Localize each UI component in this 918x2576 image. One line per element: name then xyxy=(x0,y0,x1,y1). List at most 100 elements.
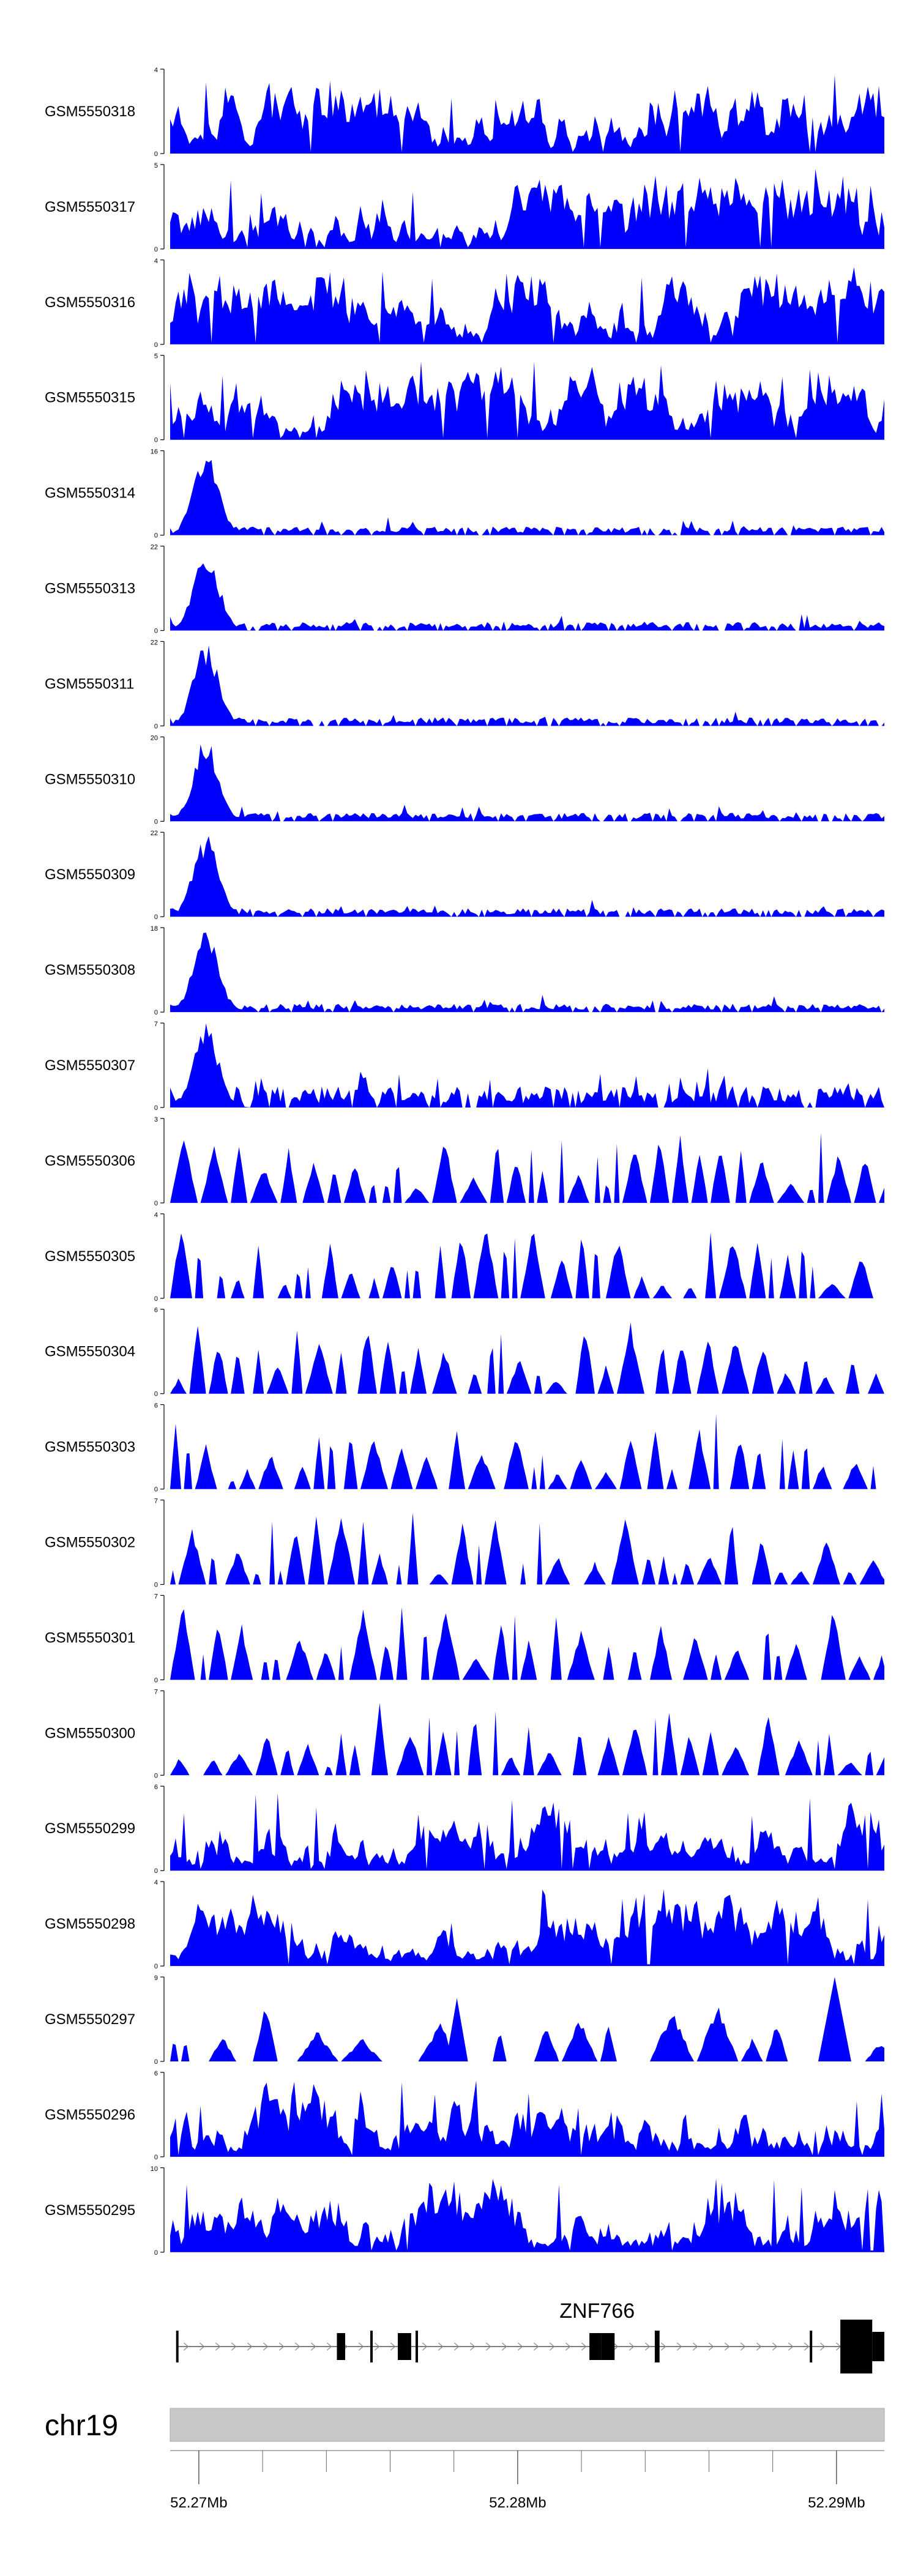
coverage-area xyxy=(170,169,884,249)
track-label: GSM5550313 xyxy=(45,581,135,597)
strand-chevron xyxy=(645,2342,651,2351)
strand-chevron xyxy=(661,2342,666,2351)
y-tick-label-max: 4 xyxy=(154,258,158,265)
strand-chevron xyxy=(629,2342,635,2351)
coverage-area xyxy=(170,645,884,726)
y-tick-label-max: 4 xyxy=(154,1879,158,1886)
y-tick-label-min: 0 xyxy=(154,1582,158,1589)
track-label: GSM5550318 xyxy=(45,103,135,120)
y-tick-label-min: 0 xyxy=(154,1963,158,1970)
y-tick-label-max: 20 xyxy=(151,734,158,742)
strand-chevron xyxy=(311,2342,316,2351)
strand-chevron xyxy=(279,2342,285,2351)
track-label: GSM5550297 xyxy=(45,2011,135,2028)
strand-chevron xyxy=(263,2342,269,2351)
y-tick-label-max: 18 xyxy=(151,925,158,932)
gene-exon xyxy=(872,2332,884,2361)
y-tick-label-min: 0 xyxy=(154,1295,158,1303)
coverage-area xyxy=(170,836,884,917)
coverage-area xyxy=(170,1322,884,1394)
gene-exon xyxy=(840,2320,873,2373)
track-gsm5550315: GSM5550315 5 0 xyxy=(45,353,884,444)
coverage-area xyxy=(170,1889,884,1967)
track-label: GSM5550304 xyxy=(45,1344,135,1360)
track-label: GSM5550308 xyxy=(45,962,135,978)
track-gsm5550300: GSM5550300 7 0 xyxy=(45,1688,884,1779)
y-tick-label-min: 0 xyxy=(154,151,158,158)
track-label: GSM5550316 xyxy=(45,294,135,311)
y-tick-label-max: 5 xyxy=(154,353,158,360)
coordinate-label: 52.28Mb xyxy=(489,2495,546,2511)
track-gsm5550307: GSM5550307 7 0 xyxy=(45,1021,884,1112)
strand-chevron xyxy=(215,2342,221,2351)
coverage-area xyxy=(170,1977,884,2061)
y-tick-label-max: 7 xyxy=(154,1593,158,1600)
strand-chevron xyxy=(693,2342,698,2351)
y-tick-label-max: 16 xyxy=(151,449,158,456)
strand-chevron xyxy=(327,2342,332,2351)
genome-axis: chr19 52.27Mb 52.28Mb 52.29Mb xyxy=(45,2408,885,2511)
y-tick-label-min: 0 xyxy=(154,1867,158,1875)
y-tick-label-max: 7 xyxy=(154,1688,158,1696)
y-tick-label-max: 4 xyxy=(154,67,158,74)
coverage-area xyxy=(170,1232,884,1298)
track-gsm5550308: GSM5550308 18 0 xyxy=(45,925,884,1016)
y-tick-label-min: 0 xyxy=(154,2154,158,2161)
y-tick-label-min: 0 xyxy=(154,532,158,540)
coverage-area xyxy=(170,267,884,344)
strand-chevron xyxy=(247,2342,253,2351)
y-tick-label-max: 7 xyxy=(154,1021,158,1028)
track-gsm5550301: GSM5550301 7 0 xyxy=(45,1593,884,1684)
gene-track: ZNF766 xyxy=(176,2299,884,2373)
y-tick-label-max: 5 xyxy=(154,162,158,169)
strand-chevron xyxy=(820,2342,826,2351)
track-label: GSM5550310 xyxy=(45,771,135,787)
track-gsm5550313: GSM5550313 22 0 xyxy=(45,544,884,635)
coverage-area xyxy=(170,460,884,535)
y-tick-label-max: 22 xyxy=(151,544,158,551)
y-tick-label-min: 0 xyxy=(154,723,158,730)
track-gsm5550298: GSM5550298 4 0 xyxy=(45,1879,884,1970)
track-gsm5550310: GSM5550310 20 0 xyxy=(45,734,884,825)
strand-chevron xyxy=(804,2342,810,2351)
gene-exon xyxy=(601,2333,615,2360)
y-tick-label-max: 7 xyxy=(154,1498,158,1505)
track-label: GSM5550298 xyxy=(45,1916,135,1932)
y-tick-label-min: 0 xyxy=(154,1772,158,1779)
strand-chevron xyxy=(470,2342,476,2351)
coverage-area xyxy=(170,932,884,1013)
strand-chevron xyxy=(200,2342,205,2351)
strand-chevron xyxy=(518,2342,523,2351)
strand-chevron xyxy=(741,2342,746,2351)
y-tick-label-max: 6 xyxy=(154,2070,158,2077)
coverage-area xyxy=(170,1133,884,1203)
track-label: GSM5550296 xyxy=(45,2107,135,2123)
strand-chevron xyxy=(438,2342,444,2351)
track-label: GSM5550301 xyxy=(45,1629,135,1646)
gene-name-label: ZNF766 xyxy=(559,2299,635,2323)
y-tick-label-min: 0 xyxy=(154,437,158,444)
strand-chevron xyxy=(534,2342,539,2351)
y-tick-label-min: 0 xyxy=(154,2058,158,2066)
gene-exon xyxy=(370,2331,373,2362)
track-gsm5550317: GSM5550317 5 0 xyxy=(45,162,884,253)
track-label: GSM5550309 xyxy=(45,866,135,883)
y-tick-label-max: 3 xyxy=(154,1116,158,1123)
y-tick-label-min: 0 xyxy=(154,1677,158,1684)
strand-chevron xyxy=(788,2342,794,2351)
gene-exon xyxy=(176,2331,179,2362)
track-label: GSM5550315 xyxy=(45,390,135,406)
strand-chevron xyxy=(550,2342,555,2351)
track-gsm5550306: GSM5550306 3 0 xyxy=(45,1116,884,1207)
strand-chevron xyxy=(565,2342,571,2351)
track-label: GSM5550300 xyxy=(45,1725,135,1741)
y-tick-label-min: 0 xyxy=(154,2249,158,2257)
strand-chevron xyxy=(359,2342,364,2351)
gene-exon xyxy=(397,2333,411,2360)
gene-exon xyxy=(589,2333,602,2360)
coverage-area xyxy=(170,563,884,631)
gene-exon xyxy=(810,2331,813,2362)
strand-chevron xyxy=(295,2342,300,2351)
